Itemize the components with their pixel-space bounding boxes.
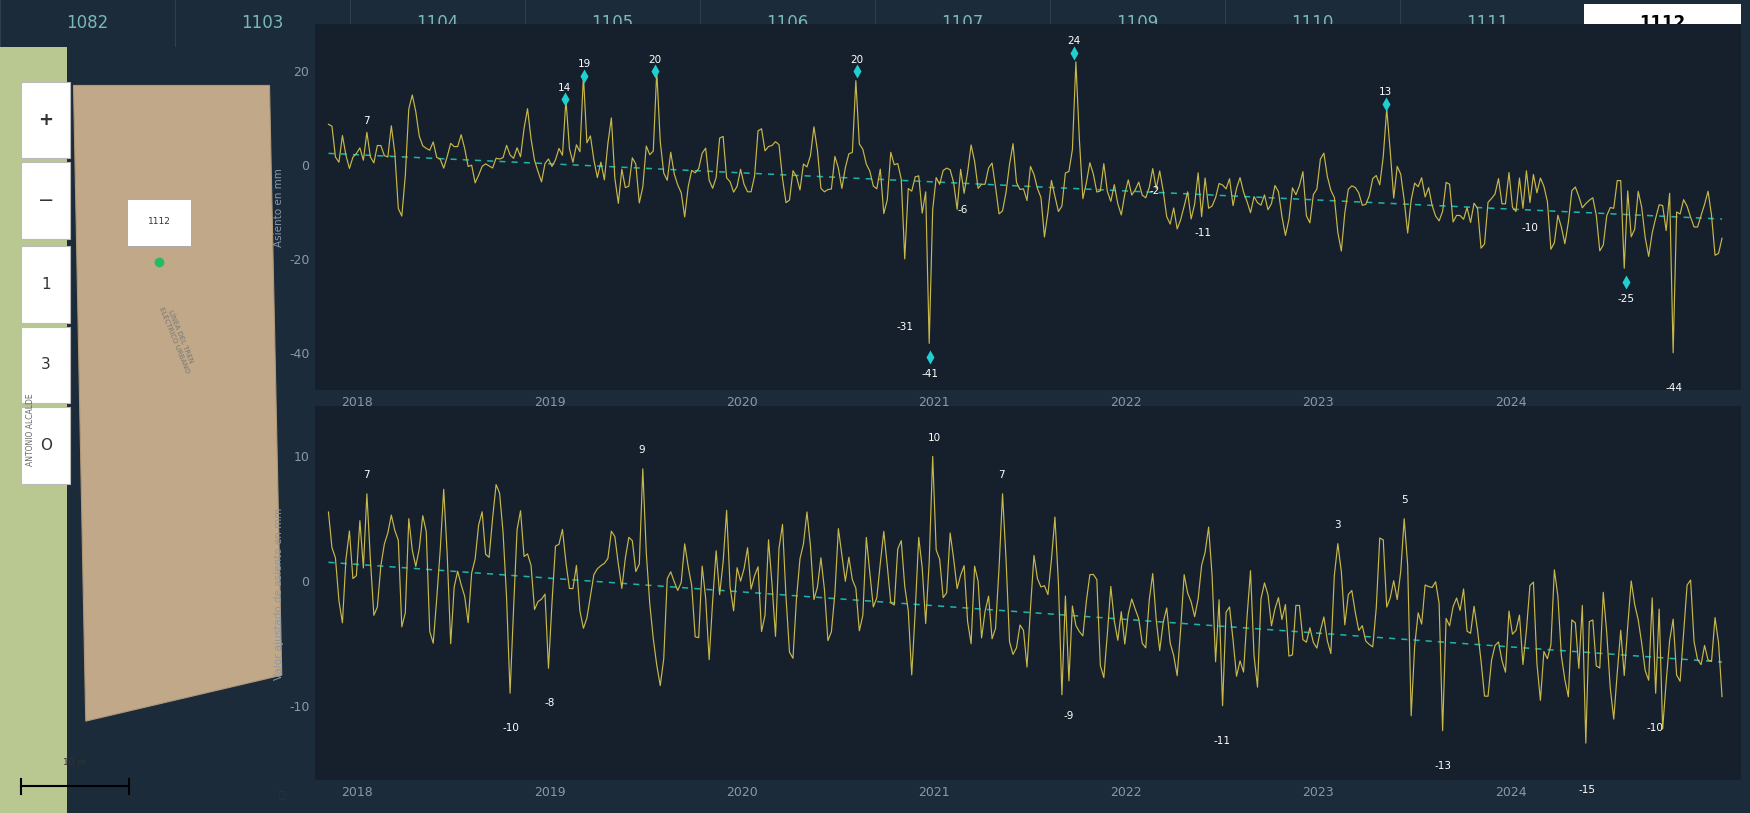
- Text: -9: -9: [1064, 711, 1074, 720]
- Text: 5: 5: [1402, 495, 1409, 505]
- Text: +: +: [38, 111, 54, 129]
- Text: 1082: 1082: [66, 14, 108, 32]
- Text: 7: 7: [364, 115, 371, 125]
- FancyBboxPatch shape: [1584, 4, 1741, 43]
- FancyBboxPatch shape: [21, 327, 70, 403]
- Text: -10: -10: [1647, 723, 1662, 733]
- Text: -25: -25: [1617, 293, 1634, 304]
- Text: 1107: 1107: [942, 14, 984, 32]
- Bar: [0, 47, 66, 813]
- Text: 3: 3: [1334, 520, 1340, 530]
- Text: -44: -44: [1666, 383, 1682, 393]
- Text: -6: -6: [957, 205, 968, 215]
- Y-axis label: Asiento en mm: Asiento en mm: [273, 167, 284, 247]
- FancyBboxPatch shape: [128, 199, 191, 246]
- Text: 24: 24: [1068, 36, 1082, 46]
- Text: -31: -31: [896, 322, 914, 332]
- Text: 1110: 1110: [1292, 14, 1334, 32]
- Text: -10: -10: [1521, 224, 1538, 233]
- Text: 10: 10: [928, 433, 940, 442]
- Text: -13: -13: [1435, 760, 1452, 771]
- FancyBboxPatch shape: [21, 162, 70, 239]
- Text: -11: -11: [1195, 228, 1211, 238]
- Text: 13: 13: [1379, 88, 1393, 98]
- Text: -11: -11: [1214, 736, 1230, 746]
- Text: 7: 7: [997, 470, 1004, 480]
- Text: 1104: 1104: [416, 14, 459, 32]
- Text: 3: 3: [40, 358, 51, 372]
- Text: -15: -15: [1578, 785, 1596, 795]
- Text: 20: 20: [850, 54, 863, 64]
- FancyBboxPatch shape: [21, 246, 70, 323]
- Text: 7: 7: [364, 470, 371, 480]
- Text: 20: 20: [649, 54, 662, 64]
- Text: 1: 1: [42, 277, 51, 292]
- Y-axis label: Valor ajustado de asiento en mm: Valor ajustado de asiento en mm: [273, 507, 284, 680]
- Text: -8: -8: [544, 698, 555, 708]
- Text: 14: 14: [558, 83, 572, 93]
- FancyBboxPatch shape: [21, 407, 70, 484]
- Text: 1111: 1111: [1466, 14, 1508, 32]
- FancyBboxPatch shape: [21, 81, 70, 159]
- Text: LÍNEA DEL TREN
ELÉCTRICO URBANO: LÍNEA DEL TREN ELÉCTRICO URBANO: [158, 302, 198, 374]
- Text: -41: -41: [922, 369, 938, 379]
- Text: 1105: 1105: [592, 14, 634, 32]
- Text: -10: -10: [502, 723, 520, 733]
- Text: 1103: 1103: [242, 14, 284, 32]
- Text: 9: 9: [639, 446, 646, 455]
- Text: -2: -2: [1150, 186, 1160, 196]
- Text: 1109: 1109: [1116, 14, 1158, 32]
- Text: 19: 19: [578, 59, 592, 69]
- Text: 1106: 1106: [766, 14, 808, 32]
- Text: 1112: 1112: [1640, 14, 1685, 32]
- Text: −: −: [38, 191, 54, 210]
- Polygon shape: [74, 85, 282, 721]
- Text: ANTONIO ALCALDE: ANTONIO ALCALDE: [26, 393, 35, 467]
- Text: O: O: [40, 438, 52, 453]
- Text: 10 m: 10 m: [63, 758, 86, 767]
- Text: ⓘ: ⓘ: [278, 789, 285, 799]
- Text: 1112: 1112: [147, 217, 172, 226]
